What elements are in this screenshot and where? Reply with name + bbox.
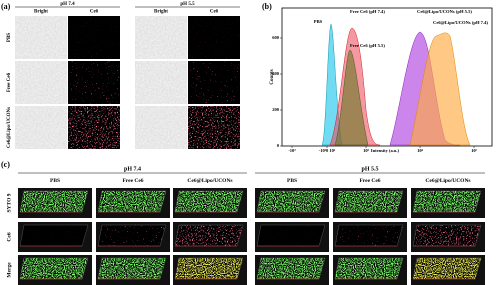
x-axis-label: Intensity (a.u.) bbox=[371, 148, 400, 153]
y-tick-label: 0 bbox=[277, 143, 280, 148]
column-head: Bright bbox=[34, 10, 48, 15]
y-tick-label: 600 bbox=[272, 35, 280, 40]
stack-signal bbox=[413, 258, 481, 279]
histogram-curves bbox=[281, 7, 493, 147]
row-label: PBS bbox=[7, 33, 12, 42]
bright-texture bbox=[15, 16, 67, 59]
panel-label: (c) bbox=[1, 160, 10, 169]
stack-signal bbox=[20, 225, 88, 246]
ce6-signal bbox=[68, 106, 120, 149]
bright-texture bbox=[135, 106, 187, 149]
x-tick-label: 10⁵ bbox=[471, 148, 478, 153]
column-head: Free Ce6 bbox=[359, 178, 380, 184]
row-label: Ce6@Lipo/UCONs bbox=[7, 107, 12, 148]
ce6-signal bbox=[68, 16, 120, 59]
column-head: Free Ce6 bbox=[122, 178, 143, 184]
stack-signal bbox=[413, 191, 481, 212]
curve-free-55 bbox=[334, 49, 369, 146]
column-head: Ce6 bbox=[210, 10, 219, 15]
row-label: Merge bbox=[6, 262, 12, 278]
row-label: SYTO 9 bbox=[6, 193, 12, 212]
x-tick-label: 10⁴ bbox=[417, 148, 424, 153]
stack-signal bbox=[257, 225, 325, 246]
stack-signal bbox=[257, 191, 325, 212]
y-tick-label: 400 bbox=[272, 71, 280, 76]
x-tick-label: 10³ bbox=[363, 148, 370, 153]
ce6-signal bbox=[68, 61, 120, 104]
column-head: Bright bbox=[154, 10, 168, 15]
y-tick-label: 200 bbox=[272, 107, 280, 112]
curve-lipo-74 bbox=[409, 32, 471, 146]
bright-texture bbox=[135, 16, 187, 59]
curve-annotation: Ce6@Lipo/UCONs (pH 7.4) bbox=[433, 20, 488, 25]
column-head: Ce6@Lipo/UCONs bbox=[187, 178, 232, 184]
x-tick-label: -10²0 10² bbox=[319, 148, 336, 153]
group-title: pH 7.4 bbox=[60, 2, 75, 7]
panel-label: (b) bbox=[262, 2, 272, 11]
column-head: Ce6 bbox=[90, 10, 99, 15]
group-title: pH 5.5 bbox=[361, 166, 378, 172]
row-label: Ce6 bbox=[6, 232, 12, 241]
stack-signal bbox=[175, 191, 243, 212]
curve-annotation: PBS bbox=[314, 19, 323, 24]
stack-signal bbox=[98, 225, 166, 246]
bright-texture bbox=[15, 106, 67, 149]
x-tick-label: -10³ bbox=[288, 148, 296, 153]
bright-texture bbox=[15, 61, 67, 104]
ce6-signal bbox=[188, 61, 240, 104]
group-title: pH 5.5 bbox=[180, 2, 195, 7]
stack-signal bbox=[335, 191, 403, 212]
stack-signal bbox=[335, 225, 403, 246]
panel-label: (a) bbox=[1, 2, 11, 11]
curve-annotation: Free Ce6 (pH 7.4) bbox=[350, 9, 385, 14]
y-axis-label: Counts bbox=[270, 69, 275, 84]
column-head: PBS bbox=[50, 178, 60, 184]
stack-signal bbox=[175, 258, 243, 279]
curve-annotation: Ce6@Lipo/UCONs (pH 5.5) bbox=[417, 9, 472, 14]
stack-signal bbox=[98, 191, 166, 212]
group-title: pH 7.4 bbox=[124, 166, 141, 172]
column-head: PBS bbox=[287, 178, 297, 184]
column-head: Ce6@Lipo/UCONs bbox=[425, 178, 470, 184]
ce6-signal bbox=[188, 106, 240, 149]
curve-annotation: Free Ce6 (pH 5.5) bbox=[350, 43, 385, 48]
bright-texture bbox=[135, 61, 187, 104]
stack-signal bbox=[20, 258, 88, 279]
ce6-signal bbox=[188, 16, 240, 59]
stack-signal bbox=[413, 225, 481, 246]
stack-signal bbox=[175, 225, 243, 246]
stack-signal bbox=[335, 258, 403, 279]
stack-signal bbox=[98, 258, 166, 279]
row-label: Free Ce6 bbox=[7, 72, 12, 92]
stack-signal bbox=[20, 191, 88, 212]
stack-signal bbox=[257, 258, 325, 279]
